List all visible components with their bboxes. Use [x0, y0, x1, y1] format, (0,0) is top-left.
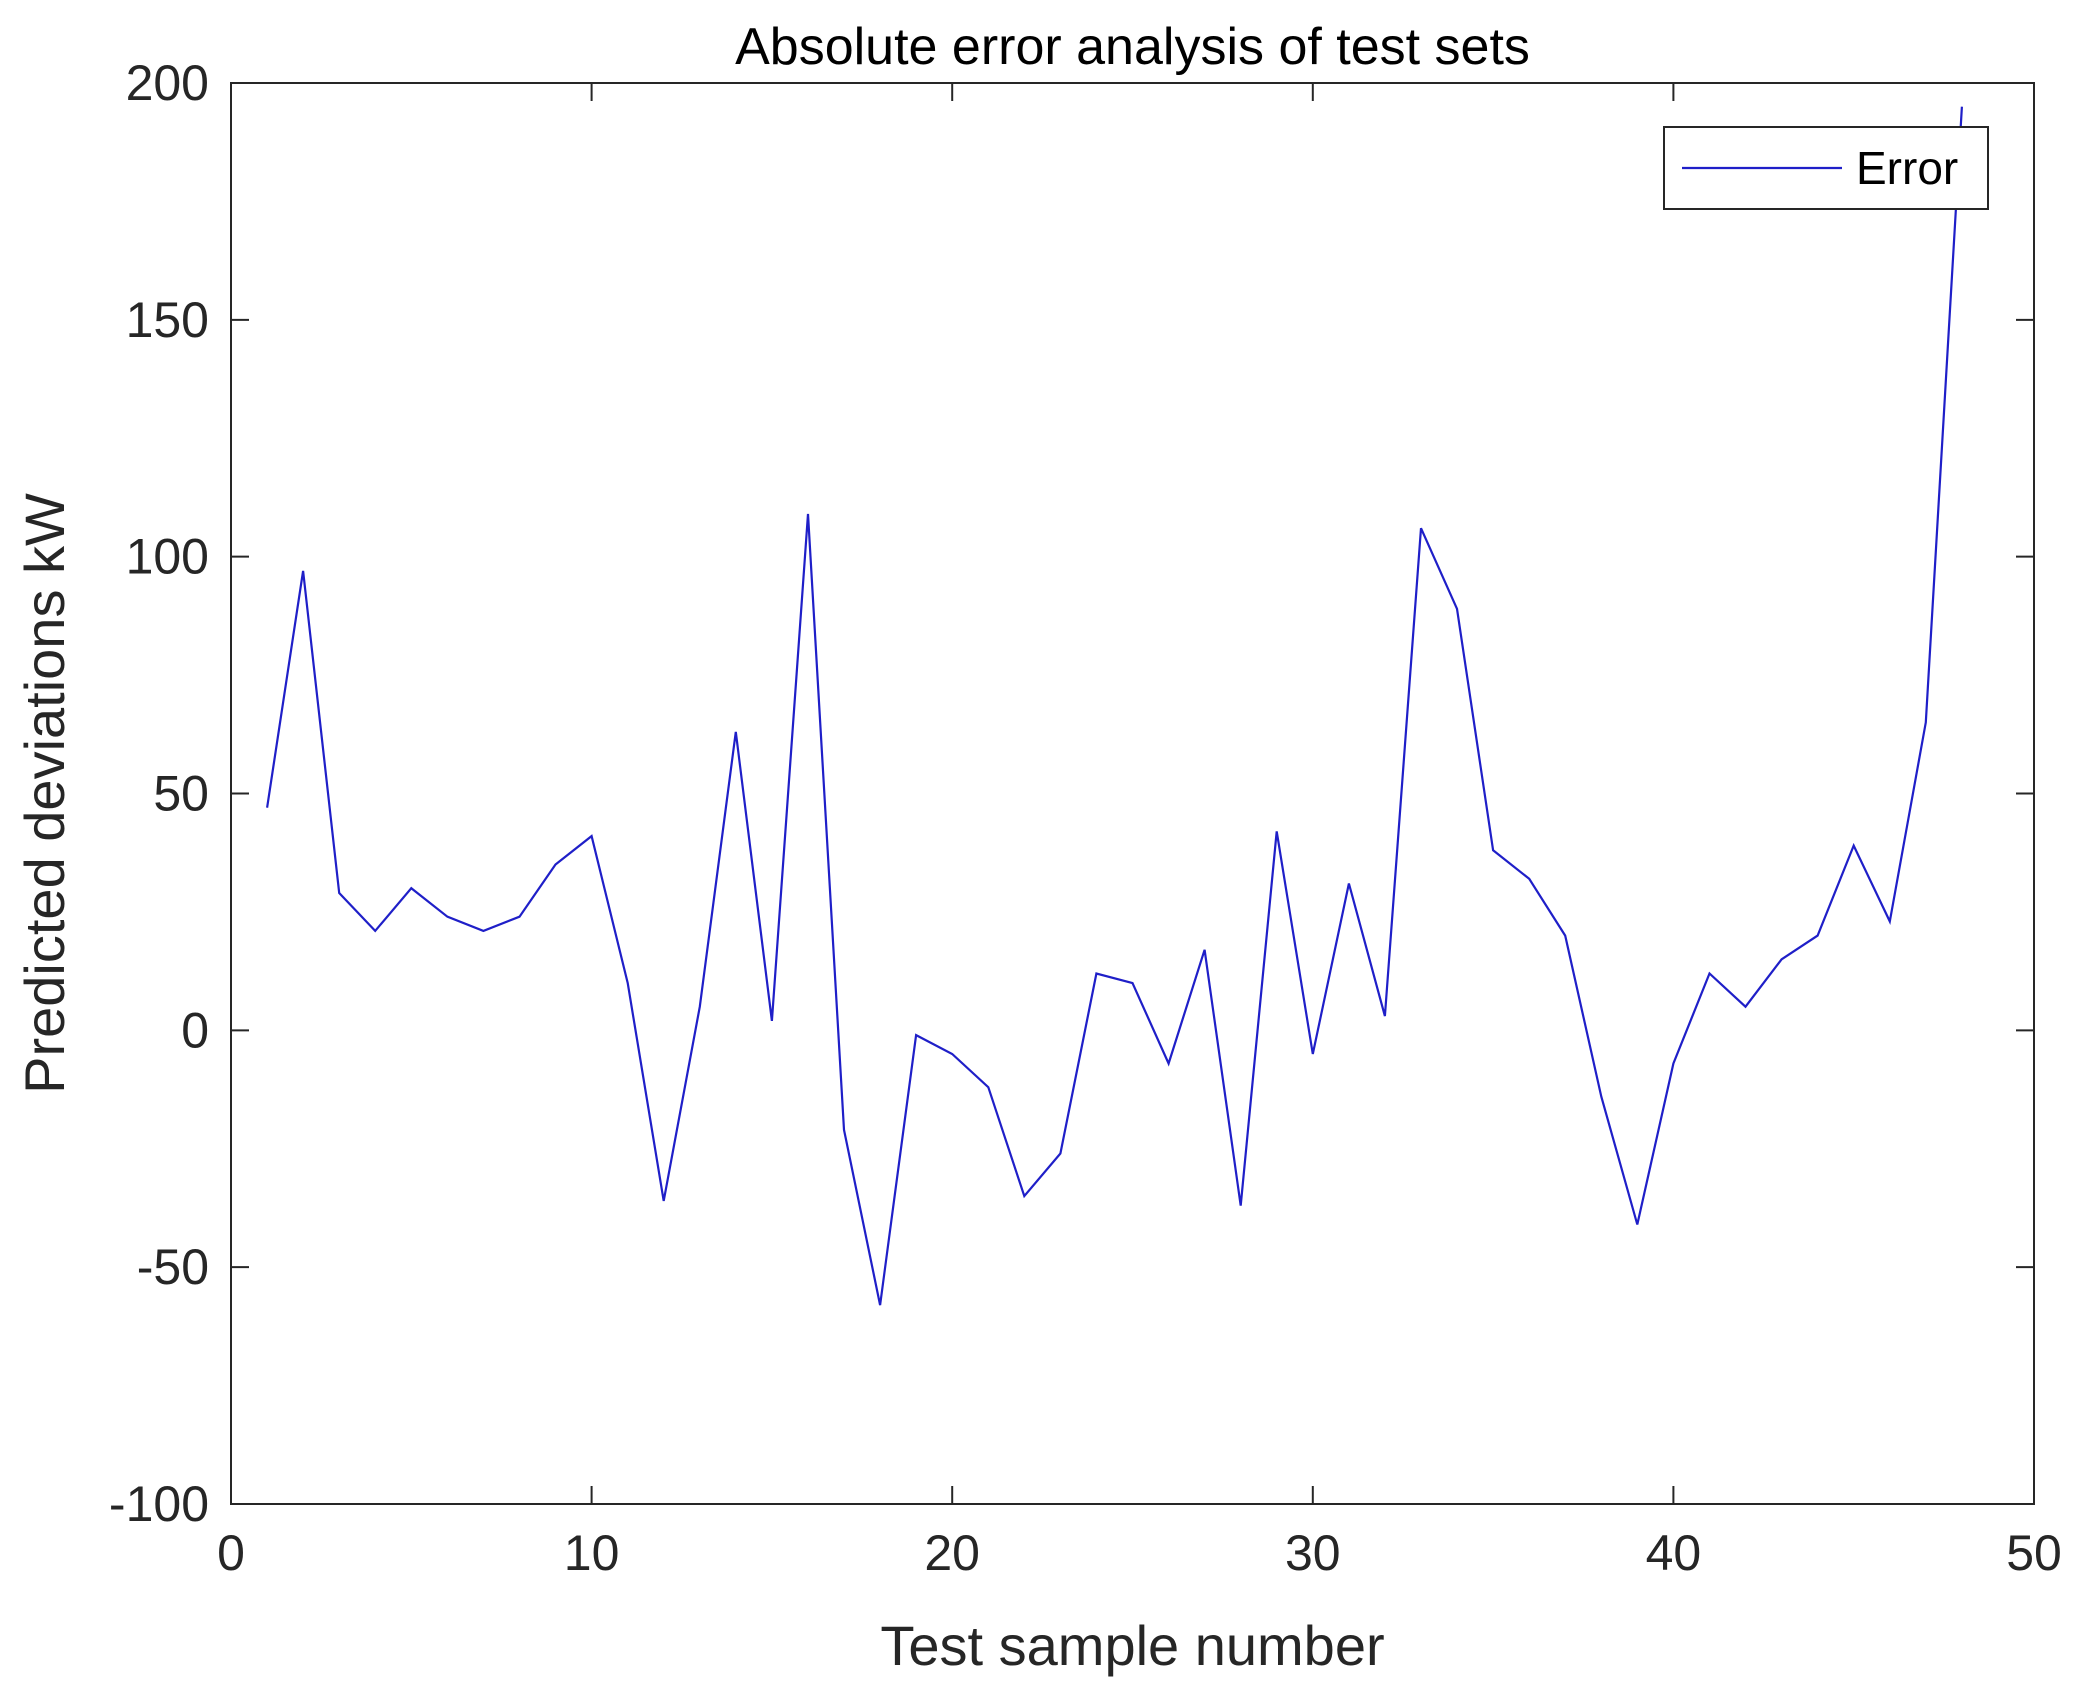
y-tick-label: 50 — [153, 766, 209, 822]
x-axis-title: Test sample number — [880, 1614, 1384, 1677]
x-tick-label: 30 — [1285, 1525, 1341, 1581]
y-tick-label: 100 — [126, 529, 209, 585]
series-line-error — [266, 106, 1963, 1306]
x-tick-label: 10 — [564, 1525, 620, 1581]
x-tick-label: 50 — [2006, 1525, 2062, 1581]
legend-label: Error — [1856, 142, 1958, 194]
y-tick-label: 150 — [126, 292, 209, 348]
x-tick-label: 40 — [1646, 1525, 1702, 1581]
chart-title: Absolute error analysis of test sets — [735, 18, 1530, 76]
y-axis-title: Predicted deviations kW — [13, 493, 76, 1094]
y-tick-label: 0 — [181, 1002, 209, 1058]
x-tick-label: 20 — [924, 1525, 980, 1581]
y-tick-label: -50 — [137, 1239, 209, 1295]
y-tick-label: -100 — [109, 1476, 209, 1532]
x-tick-label: 0 — [217, 1525, 245, 1581]
y-tick-label: 200 — [126, 55, 209, 111]
